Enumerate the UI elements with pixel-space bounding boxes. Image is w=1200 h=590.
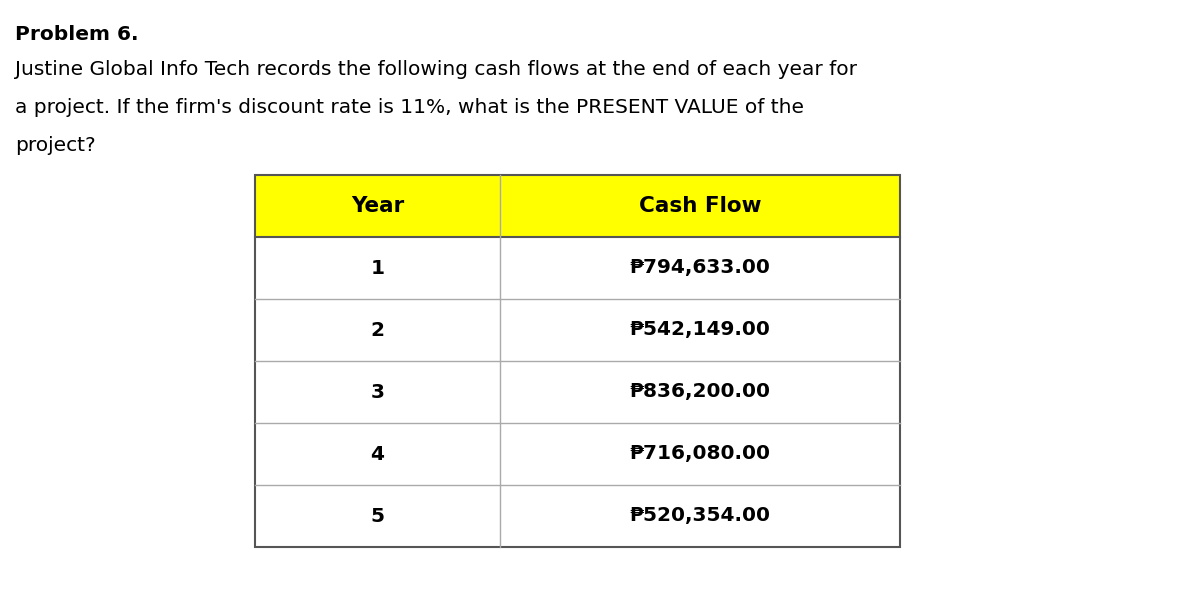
Text: ₱836,200.00: ₱836,200.00: [630, 382, 770, 402]
Bar: [256, 237, 900, 299]
Text: ₱542,149.00: ₱542,149.00: [630, 320, 770, 339]
Text: 1: 1: [371, 258, 384, 277]
Bar: [256, 175, 900, 237]
Text: ₱716,080.00: ₱716,080.00: [630, 444, 770, 464]
Text: Cash Flow: Cash Flow: [638, 196, 761, 216]
Bar: [256, 485, 900, 547]
Text: ₱520,354.00: ₱520,354.00: [630, 506, 770, 526]
Text: Problem 6.: Problem 6.: [14, 25, 138, 44]
Text: 2: 2: [371, 320, 384, 339]
Text: ₱794,633.00: ₱794,633.00: [630, 258, 770, 277]
Bar: [256, 175, 900, 547]
Text: 4: 4: [371, 444, 384, 464]
Bar: [256, 361, 900, 423]
Text: Justine Global Info Tech records the following cash flows at the end of each yea: Justine Global Info Tech records the fol…: [14, 60, 857, 79]
Text: project?: project?: [14, 136, 96, 155]
Text: a project. If the firm's discount rate is 11%, what is the PRESENT VALUE of the: a project. If the firm's discount rate i…: [14, 98, 804, 117]
Text: 3: 3: [371, 382, 384, 402]
Text: Year: Year: [350, 196, 404, 216]
Bar: [256, 423, 900, 485]
Bar: [256, 299, 900, 361]
Text: 5: 5: [371, 506, 384, 526]
